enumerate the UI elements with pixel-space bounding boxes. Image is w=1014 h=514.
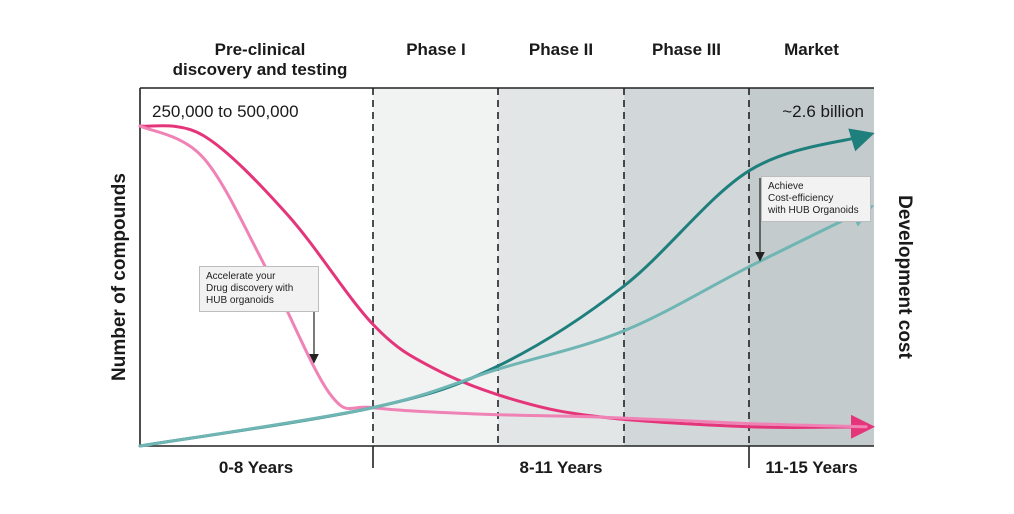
series-line-0 — [138, 124, 875, 439]
phase-label-preclinical-line1: Pre-clinical — [214, 40, 306, 59]
phase-band-3 — [624, 88, 749, 446]
cost-value-label: ~2.6 billion — [782, 102, 864, 121]
series-line-3 — [138, 205, 875, 448]
y-axis-label-right: Development cost — [894, 195, 915, 359]
annotation-accelerate-line1: Accelerate your — [206, 271, 276, 282]
annotation-accelerate: Accelerate your Drug discovery with HUB … — [199, 266, 319, 312]
y-axis-label-left: Number of compounds — [109, 173, 130, 381]
phase-label-preclinical: Pre-clinical discovery and testing — [150, 40, 370, 80]
phase-label-3: Phase III — [652, 40, 721, 59]
phase-label-2: Phase II — [528, 40, 594, 59]
phase-label-market: Market — [784, 40, 839, 59]
annotation-cost-line3: with HUB Organoids — [768, 205, 859, 216]
annotation-cost-line2: Cost-efficiency — [768, 193, 834, 204]
series-line-1 — [138, 124, 868, 429]
period-label-0: 0-8 Years — [218, 458, 294, 477]
annotation-accelerate-line3: HUB organoids — [206, 295, 274, 306]
annotation-cost-efficiency: Achieve Cost-efficiency with HUB Organoi… — [761, 176, 871, 222]
compounds-count-label: 250,000 to 500,000 — [152, 102, 299, 121]
annotation-cost-line1: Achieve — [768, 181, 804, 192]
annotation-accelerate-line2: Drug discovery with — [206, 283, 294, 294]
period-label-1: 8-11 Years — [519, 458, 603, 477]
phase-band-2 — [498, 88, 624, 446]
phase-band-4 — [749, 88, 874, 446]
phase-label-1: Phase I — [406, 40, 466, 59]
period-label-2: 11-15 Years — [765, 458, 858, 477]
phase-label-preclinical-line2: discovery and testing — [172, 60, 348, 79]
